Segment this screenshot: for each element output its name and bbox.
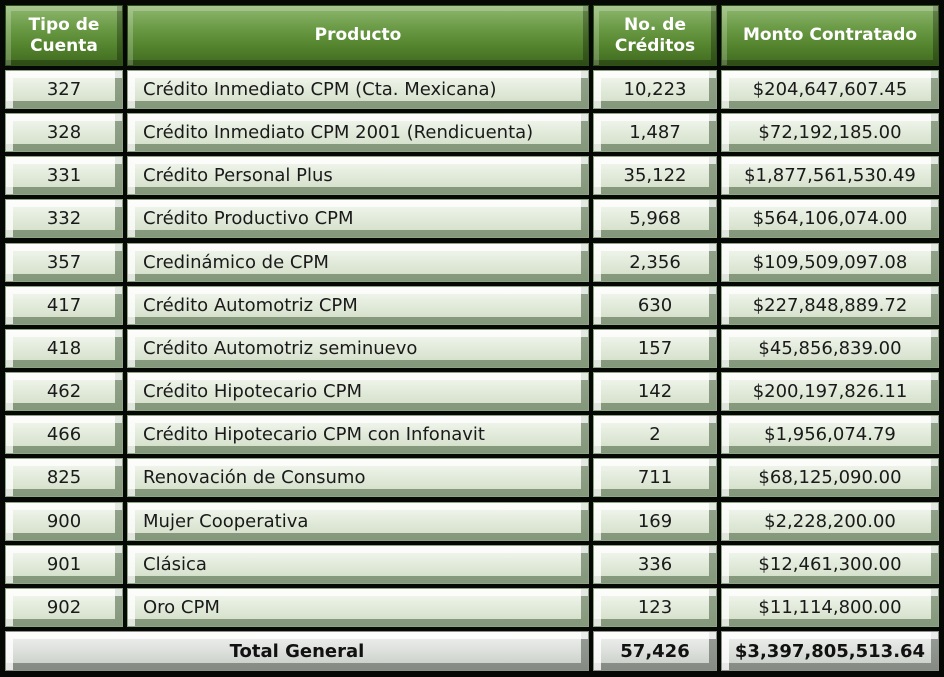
cell-tipo: 328 (5, 113, 123, 152)
cell-producto: Crédito Hipotecario CPM (127, 372, 589, 411)
cell-monto: $45,856,839.00 (721, 329, 939, 368)
header-monto-label: Monto Contratado (742, 25, 918, 45)
cell-tipo: 417 (5, 286, 123, 325)
cell-producto: Clásica (127, 545, 589, 584)
cell-creditos: 630 (593, 286, 717, 325)
cell-creditos: 123 (593, 588, 717, 627)
cell-tipo: 901 (5, 545, 123, 584)
cell-monto: $204,647,607.45 (721, 70, 939, 109)
cell-creditos: 157 (593, 329, 717, 368)
cell-tipo: 462 (5, 372, 123, 411)
cell-tipo: 357 (5, 243, 123, 282)
cell-monto: $564,106,074.00 (721, 199, 939, 238)
cell-producto: Renovación de Consumo (127, 458, 589, 497)
cell-creditos: 2 (593, 415, 717, 454)
cell-tipo: 327 (5, 70, 123, 109)
cell-producto: Crédito Personal Plus (127, 156, 589, 195)
cell-tipo: 418 (5, 329, 123, 368)
cell-monto: $109,509,097.08 (721, 243, 939, 282)
header-tipo-cuenta: Tipo de Cuenta (5, 5, 123, 66)
cell-producto: Mujer Cooperativa (127, 502, 589, 541)
cell-creditos: 5,968 (593, 199, 717, 238)
cell-monto: $1,877,561,530.49 (721, 156, 939, 195)
cell-tipo: 466 (5, 415, 123, 454)
cell-producto: Crédito Inmediato CPM (Cta. Mexicana) (127, 70, 589, 109)
cell-producto: Crédito Hipotecario CPM con Infonavit (127, 415, 589, 454)
total-label: Total General (5, 631, 589, 671)
cell-creditos: 35,122 (593, 156, 717, 195)
cell-producto: Crédito Inmediato CPM 2001 (Rendicuenta) (127, 113, 589, 152)
header-producto: Producto (127, 5, 589, 66)
total-monto: $3,397,805,513.64 (721, 631, 939, 671)
cell-monto: $1,956,074.79 (721, 415, 939, 454)
cell-producto: Crédito Automotriz seminuevo (127, 329, 589, 368)
cell-monto: $11,114,800.00 (721, 588, 939, 627)
header-tipo-line1: Tipo de (28, 14, 100, 35)
cell-monto: $72,192,185.00 (721, 113, 939, 152)
total-creditos: 57,426 (593, 631, 717, 671)
header-no-creditos: No. de Créditos (593, 5, 717, 66)
cell-creditos: 142 (593, 372, 717, 411)
cell-monto: $12,461,300.00 (721, 545, 939, 584)
cell-creditos: 711 (593, 458, 717, 497)
cell-producto: Crédito Productivo CPM (127, 199, 589, 238)
cell-creditos: 2,356 (593, 243, 717, 282)
cell-creditos: 10,223 (593, 70, 717, 109)
header-creditos-line2: Créditos (614, 35, 696, 56)
header-monto-contratado: Monto Contratado (721, 5, 939, 66)
header-producto-label: Producto (314, 25, 402, 45)
header-creditos-line1: No. de (624, 14, 686, 35)
cell-producto: Crédito Automotriz CPM (127, 286, 589, 325)
header-tipo-line2: Cuenta (30, 35, 98, 56)
cell-tipo: 331 (5, 156, 123, 195)
cell-tipo: 900 (5, 502, 123, 541)
cell-monto: $68,125,090.00 (721, 458, 939, 497)
cell-creditos: 169 (593, 502, 717, 541)
cell-creditos: 336 (593, 545, 717, 584)
cell-producto: Credinámico de CPM (127, 243, 589, 282)
cell-tipo: 332 (5, 199, 123, 238)
cell-monto: $2,228,200.00 (721, 502, 939, 541)
cell-monto: $227,848,889.72 (721, 286, 939, 325)
cell-creditos: 1,487 (593, 113, 717, 152)
cell-monto: $200,197,826.11 (721, 372, 939, 411)
cell-tipo: 825 (5, 458, 123, 497)
cell-tipo: 902 (5, 588, 123, 627)
cell-producto: Oro CPM (127, 588, 589, 627)
